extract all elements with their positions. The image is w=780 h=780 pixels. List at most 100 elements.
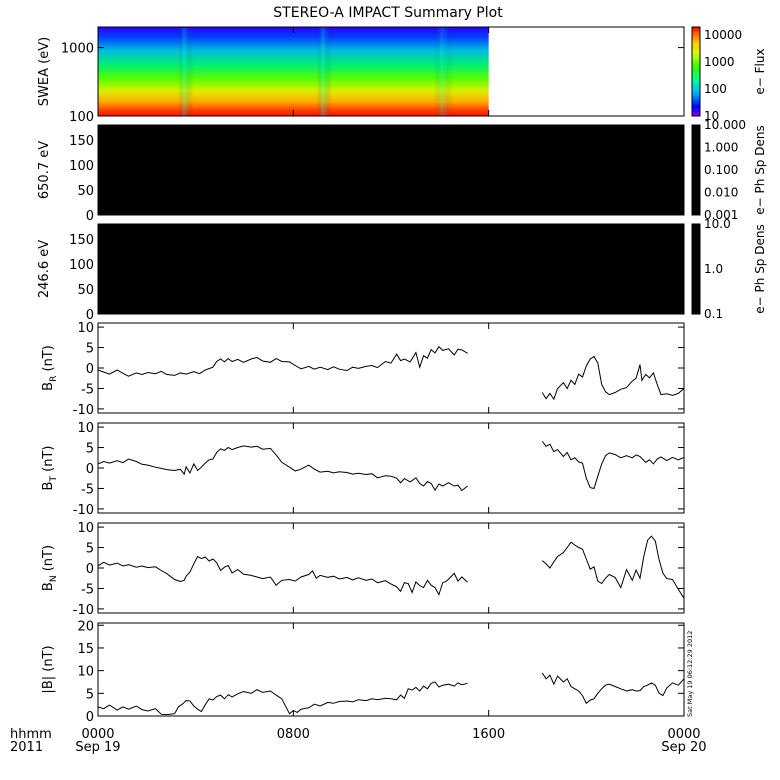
panel-pad650: 10.000 1.000 0.100 0.010 0.001 e− Ph Sp Dens 0… xyxy=(37,118,767,224)
panel-bt: 10 5 0 -5 -10 BT (nT) xyxy=(41,421,685,518)
pad246-y-axis-label: 246.6 eV xyxy=(37,240,52,298)
bn-series-line xyxy=(541,535,684,599)
y-tick-label: 50 xyxy=(77,184,94,199)
y-tick-label: -5 xyxy=(81,582,94,597)
pad650-colorbar: 10.000 1.000 0.100 0.010 0.001 e− Ph Sp Dens xyxy=(691,118,767,222)
plot-title: STEREO-A IMPACT Summary Plot xyxy=(273,5,503,21)
y-tick-label: -10 xyxy=(73,403,94,418)
bn-y-axis-label: BN (nT) xyxy=(41,545,59,591)
br-series-line xyxy=(541,355,684,401)
colorbar-tick-label: 10 xyxy=(704,109,719,123)
pad650-colorbar-label: e− Ph Sp Dens xyxy=(753,125,767,214)
pad246-frame xyxy=(97,223,685,315)
colorbar-tick-label: 1.000 xyxy=(704,141,738,155)
colorbar-tick-label: 1000 xyxy=(704,55,735,69)
x-tick-label: 1600 xyxy=(472,727,505,742)
y-label-main: B xyxy=(41,582,56,591)
y-tick-label: 150 xyxy=(69,134,94,149)
pad650-colorbar-strip xyxy=(691,124,701,216)
bmag-series-line xyxy=(541,672,684,705)
y-label-unit: (nT) xyxy=(41,446,56,476)
y-tick-label: 100 xyxy=(69,258,94,273)
br-series-line xyxy=(98,345,468,377)
x-tick-sublabel: Sep 19 xyxy=(75,740,120,755)
swea-spectrogram-bands xyxy=(98,27,489,116)
bt-series-line xyxy=(98,445,468,492)
panel-br: 10 5 0 -5 -10 BR (nT) xyxy=(41,321,685,418)
y-tick-label: -10 xyxy=(73,503,94,518)
y-tick-label: 10 xyxy=(77,321,94,336)
swea-colorbar: 10 100 1000 10000 e− Flux xyxy=(691,26,767,123)
bt-series-line xyxy=(541,441,684,490)
swea-y-axis-label: SWEA (eV) xyxy=(37,37,52,106)
br-y-axis-label: BR (nT) xyxy=(41,345,59,391)
x-corner-label-hhmm: hhmm xyxy=(10,727,52,742)
y-tick-label: 150 xyxy=(69,233,94,248)
y-tick-label: 1000 xyxy=(61,42,94,57)
swea-frame xyxy=(97,26,685,117)
pad650-frame xyxy=(97,124,685,216)
generation-stamp: Sat May 19 06:12:29 2012 xyxy=(686,631,694,717)
y-tick-label: 0 xyxy=(86,308,94,323)
y-tick-label: 0 xyxy=(86,710,94,725)
pad650-y-axis-label: 650.7 eV xyxy=(37,141,52,199)
y-label-main: B xyxy=(41,482,56,491)
bt-y-axis-label: BT (nT) xyxy=(41,446,59,491)
colorbar-tick-label: 0.010 xyxy=(704,186,738,200)
y-tick-label: 0 xyxy=(86,362,94,377)
panel-swea: 10 100 1000 10000 e− Flux 100 1000 SWEA (eV) xyxy=(37,26,767,125)
y-label-unit: (nT) xyxy=(41,345,56,375)
y-tick-label: 5 xyxy=(86,542,94,557)
pad650-spectrogram xyxy=(98,125,684,215)
y-tick-label: 0 xyxy=(86,562,94,577)
y-tick-label: 15 xyxy=(77,642,94,657)
pad246-colorbar-label: e− Ph Sp Dens xyxy=(753,224,767,313)
colorbar-tick-label: 10.0 xyxy=(704,217,731,231)
y-label-sub: T xyxy=(49,476,59,483)
colorbar-tick-label: 1.0 xyxy=(704,262,723,276)
x-tick-label: 0000 xyxy=(81,727,114,742)
y-tick-label: 5 xyxy=(86,687,94,702)
y-tick-label: 5 xyxy=(86,342,94,357)
x-tick-label: 0000 xyxy=(667,727,700,742)
y-tick-label: 10 xyxy=(77,665,94,680)
x-tick-sublabel: Sep 20 xyxy=(661,740,706,755)
colorbar-tick-label: 0.100 xyxy=(704,163,738,177)
pad246-colorbar: 10.0 1.0 0.1 e− Ph Sp Dens xyxy=(691,217,767,321)
colorbar-tick-label: 10.000 xyxy=(704,118,746,132)
y-label-sub: R xyxy=(49,376,59,382)
colorbar-tick-label: 100 xyxy=(704,82,727,96)
colorbar-tick-label: 0.1 xyxy=(704,307,723,321)
bn-frame xyxy=(97,522,685,614)
swea-colorbar-label: e− Flux xyxy=(753,48,767,94)
y-tick-label: -5 xyxy=(81,382,94,397)
colorbar-tick-label: 10000 xyxy=(704,28,742,42)
swea-colorbar-strip xyxy=(691,26,701,117)
y-label-sub: N xyxy=(49,575,59,582)
y-tick-label: 0 xyxy=(86,209,94,224)
y-tick-label: 10 xyxy=(77,521,94,536)
pad246-colorbar-strip xyxy=(691,223,701,315)
bn-series-line xyxy=(98,555,468,596)
x-tick-label: 0800 xyxy=(277,727,310,742)
panel-bmag: 20 15 10 5 0 |B| (nT) xyxy=(41,619,685,725)
y-tick-label: 0 xyxy=(86,462,94,477)
y-tick-label: 100 xyxy=(69,159,94,174)
y-tick-label: 20 xyxy=(77,619,94,634)
y-tick-label: -10 xyxy=(73,603,94,618)
y-label-main: B xyxy=(41,382,56,391)
y-tick-label: -5 xyxy=(81,482,94,497)
x-corner-label-year: 2011 xyxy=(10,740,43,755)
bmag-series-line xyxy=(98,681,468,716)
y-tick-label: 10 xyxy=(77,421,94,436)
bmag-y-axis-label: |B| (nT) xyxy=(41,645,56,693)
y-tick-label: 50 xyxy=(77,283,94,298)
y-label-unit: (nT) xyxy=(41,545,56,575)
bmag-frame xyxy=(97,622,685,717)
colorbar-tick-label: 0.001 xyxy=(704,208,738,222)
pad246-spectrogram xyxy=(98,224,684,314)
y-tick-label: 5 xyxy=(86,442,94,457)
